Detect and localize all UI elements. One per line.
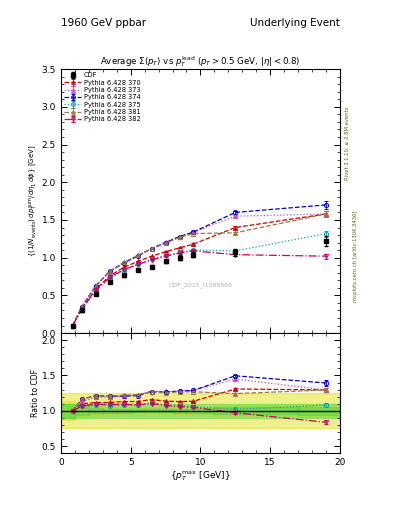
Text: CDF_2015_I1388868: CDF_2015_I1388868 <box>169 283 232 288</box>
Text: 1960 GeV ppbar: 1960 GeV ppbar <box>61 18 146 28</box>
Y-axis label: $\{(1/N_{\rm events})\, dp_T^{\rm sum}/d\eta_1\, d\phi\}$ [GeV]: $\{(1/N_{\rm events})\, dp_T^{\rm sum}/d… <box>28 145 40 258</box>
Bar <box>61 393 340 429</box>
Y-axis label: Ratio to CDF: Ratio to CDF <box>31 369 40 417</box>
Bar <box>61 403 340 418</box>
Text: Underlying Event: Underlying Event <box>250 18 340 28</box>
Text: mcplots.cern.ch [arXiv:1306.3436]: mcplots.cern.ch [arXiv:1306.3436] <box>353 210 358 302</box>
Legend: CDF, Pythia 6.428 370, Pythia 6.428 373, Pythia 6.428 374, Pythia 6.428 375, Pyt: CDF, Pythia 6.428 370, Pythia 6.428 373,… <box>63 71 141 124</box>
X-axis label: $\{p_T^{\rm max}$ [GeV]$\}$: $\{p_T^{\rm max}$ [GeV]$\}$ <box>170 470 231 483</box>
Text: Rivet 3.1.10, ≥ 2.8M events: Rivet 3.1.10, ≥ 2.8M events <box>345 106 350 180</box>
Title: Average $\Sigma(p_T)$ vs $p_T^{\rm lead}$ ($p_T > 0.5$ GeV, $|\eta| < 0.8$): Average $\Sigma(p_T)$ vs $p_T^{\rm lead}… <box>100 54 301 69</box>
